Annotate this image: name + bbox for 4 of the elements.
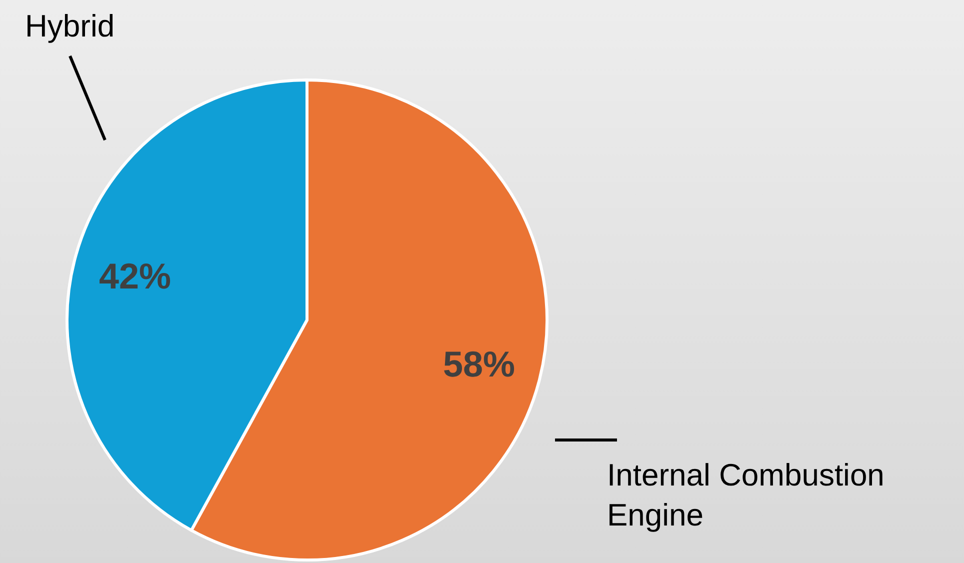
data-label: 58% [442, 344, 516, 385]
slice-label: Hybrid [25, 8, 115, 44]
slice-label: Internal Combustion Engine [607, 458, 894, 532]
data-label: 42% [98, 255, 172, 296]
